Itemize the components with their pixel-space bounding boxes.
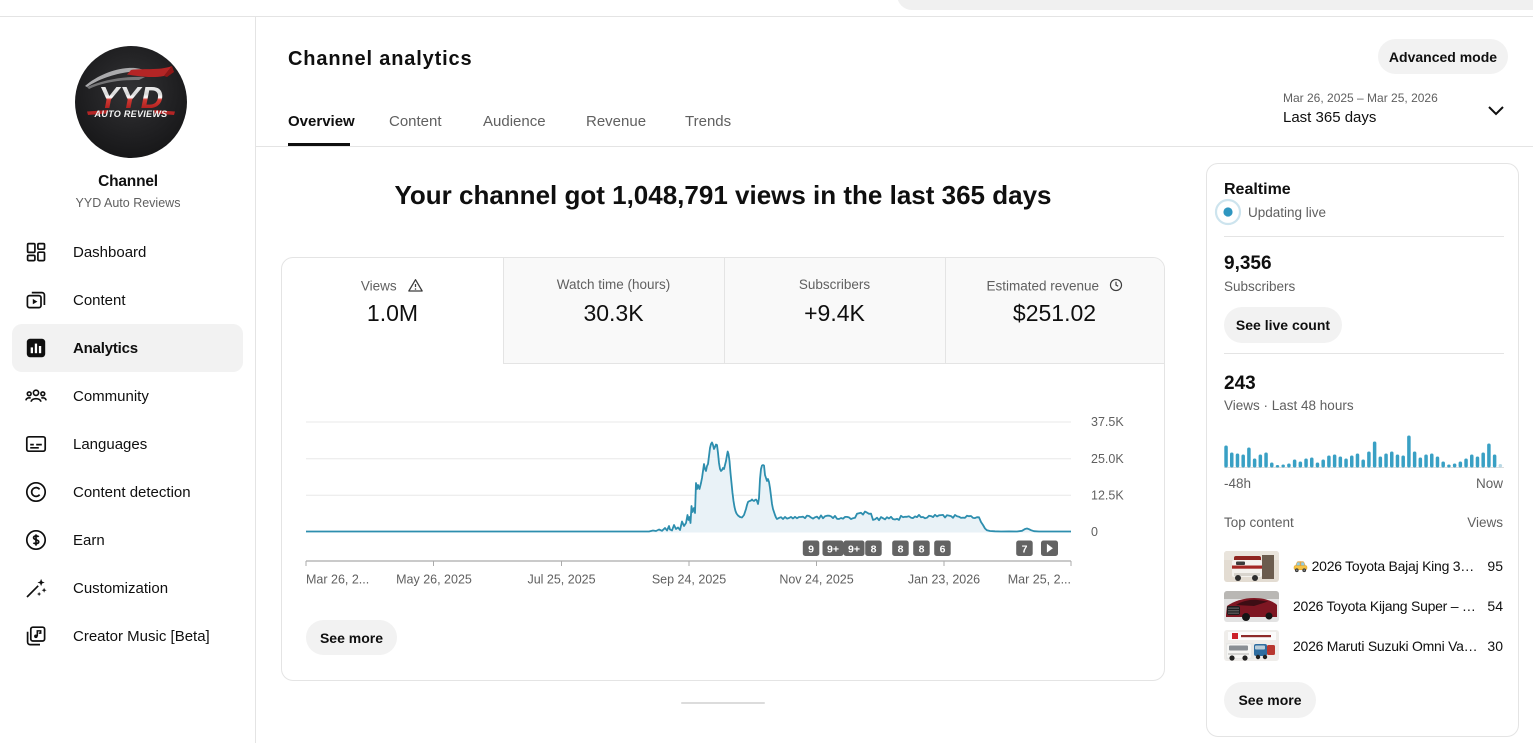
svg-text:Jul 25, 2025: Jul 25, 2025 — [527, 573, 595, 587]
svg-text:9+: 9+ — [827, 543, 839, 555]
svg-text:7: 7 — [1022, 543, 1028, 555]
svg-text:AUTO REVIEWS: AUTO REVIEWS — [94, 109, 168, 119]
svg-text:Sep 24, 2025: Sep 24, 2025 — [652, 573, 726, 587]
svg-text:25.0K: 25.0K — [1091, 452, 1124, 466]
svg-text:12.5K: 12.5K — [1091, 489, 1124, 503]
svg-text:6: 6 — [940, 543, 946, 555]
svg-text:YYD: YYD — [98, 80, 163, 115]
svg-text:Jan 23, 2026: Jan 23, 2026 — [908, 573, 980, 587]
svg-text:9+: 9+ — [848, 543, 860, 555]
svg-text:8: 8 — [919, 543, 925, 555]
svg-text:37.5K: 37.5K — [1091, 415, 1124, 429]
svg-text:0: 0 — [1091, 525, 1098, 539]
svg-text:Mar 25, 2...: Mar 25, 2... — [1008, 573, 1071, 587]
svg-text:8: 8 — [871, 543, 877, 555]
svg-text:9: 9 — [808, 543, 814, 555]
svg-text:Nov 24, 2025: Nov 24, 2025 — [779, 573, 853, 587]
svg-text:May 26, 2025: May 26, 2025 — [396, 573, 472, 587]
svg-text:Mar 26, 2...: Mar 26, 2... — [306, 573, 369, 587]
svg-text:8: 8 — [898, 543, 904, 555]
